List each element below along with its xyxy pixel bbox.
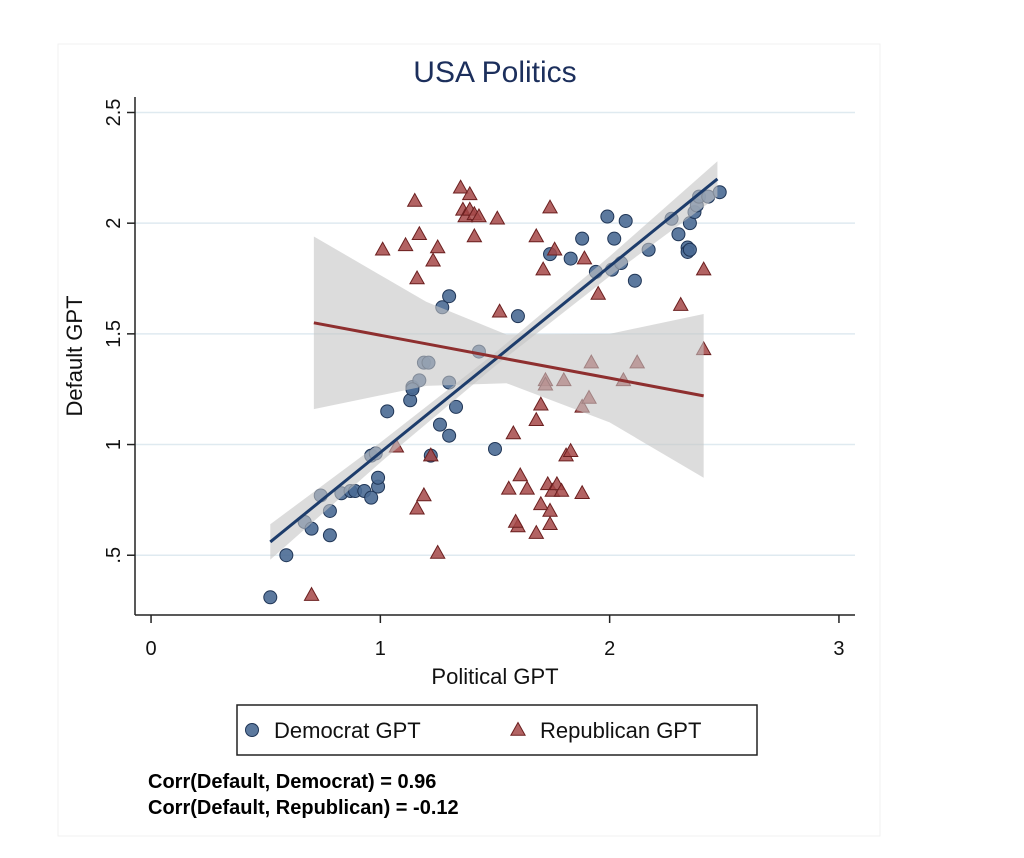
data-point bbox=[528, 524, 545, 539]
data-point bbox=[672, 296, 689, 311]
data-point bbox=[575, 231, 590, 246]
data-point bbox=[429, 239, 446, 254]
data-point bbox=[671, 227, 686, 242]
y-tick-label: 2.5 bbox=[103, 99, 125, 127]
data-point bbox=[600, 209, 615, 224]
data-point bbox=[452, 179, 469, 194]
data-point bbox=[512, 467, 529, 482]
x-tick-label: 3 bbox=[833, 638, 844, 660]
data-point bbox=[425, 252, 442, 267]
data-point bbox=[510, 309, 525, 324]
data-point bbox=[466, 227, 483, 243]
data-point bbox=[535, 261, 552, 276]
y-axis-label: Default GPT bbox=[62, 295, 87, 416]
data-point bbox=[505, 424, 522, 440]
y-tick-label: 1 bbox=[103, 439, 125, 450]
data-point bbox=[411, 225, 428, 240]
data-point bbox=[563, 251, 578, 266]
data-point bbox=[500, 480, 517, 495]
y-tick-label: 1.5 bbox=[103, 320, 125, 348]
data-point bbox=[442, 428, 457, 443]
data-point bbox=[409, 269, 426, 285]
data-point bbox=[409, 500, 426, 515]
data-point bbox=[263, 590, 278, 605]
data-point bbox=[491, 303, 508, 318]
y-tick-label: .5 bbox=[103, 547, 125, 564]
data-point bbox=[618, 213, 633, 228]
data-point bbox=[397, 236, 414, 252]
data-point bbox=[432, 417, 447, 432]
data-point bbox=[406, 192, 423, 207]
chart-frame bbox=[57, 43, 881, 837]
data-point bbox=[461, 185, 478, 201]
data-point bbox=[279, 548, 294, 563]
annotation: Corr(Default, Republican) = -0.12 bbox=[148, 797, 459, 819]
legend-box bbox=[236, 704, 758, 756]
data-point bbox=[470, 208, 487, 223]
data-point bbox=[322, 528, 337, 543]
data-point bbox=[364, 490, 379, 505]
data-point bbox=[507, 513, 524, 528]
annotation: Corr(Default, Democrat) = 0.96 bbox=[148, 771, 436, 793]
legend-label: Republican GPT bbox=[540, 718, 701, 743]
data-point bbox=[442, 289, 457, 304]
data-point bbox=[682, 242, 697, 257]
data-point bbox=[574, 484, 591, 499]
x-tick-label: 1 bbox=[375, 638, 386, 660]
data-point bbox=[303, 586, 320, 601]
data-point bbox=[489, 210, 506, 225]
data-point bbox=[576, 250, 593, 265]
data-point bbox=[607, 231, 622, 246]
legend-marker bbox=[510, 721, 526, 736]
data-point bbox=[590, 285, 607, 300]
data-point bbox=[553, 482, 570, 497]
data-point bbox=[380, 404, 395, 419]
data-point bbox=[546, 241, 563, 256]
data-point bbox=[542, 502, 559, 517]
fit-line bbox=[313, 321, 704, 398]
data-point bbox=[562, 442, 579, 457]
data-point bbox=[415, 486, 432, 502]
data-point bbox=[374, 241, 391, 256]
data-point bbox=[532, 396, 549, 411]
chart-title: USA Politics bbox=[413, 56, 576, 89]
legend-marker bbox=[245, 723, 259, 737]
x-tick-label: 2 bbox=[604, 638, 615, 660]
x-axis-label: Political GPT bbox=[431, 664, 558, 689]
data-point bbox=[542, 199, 559, 214]
data-point bbox=[519, 480, 536, 495]
data-point bbox=[429, 544, 446, 559]
data-point bbox=[627, 273, 642, 288]
data-point bbox=[532, 495, 549, 511]
data-point bbox=[488, 441, 502, 456]
data-point bbox=[422, 447, 439, 462]
data-point bbox=[695, 261, 712, 276]
data-point bbox=[528, 227, 545, 243]
confidence-band bbox=[313, 236, 704, 478]
y-tick-label: 2 bbox=[103, 218, 125, 229]
x-tick-label: 0 bbox=[145, 638, 156, 660]
data-point bbox=[449, 399, 464, 414]
data-point bbox=[528, 411, 545, 426]
legend-label: Democrat GPT bbox=[274, 718, 421, 743]
data-point bbox=[542, 515, 559, 530]
fit-line bbox=[269, 177, 719, 544]
data-point bbox=[371, 470, 386, 485]
